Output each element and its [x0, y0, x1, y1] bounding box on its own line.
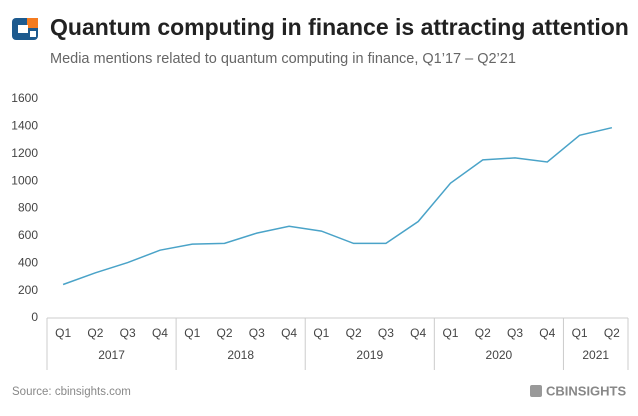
- brand: CBINSIGHTS: [546, 383, 627, 398]
- x-tick-label: Q4: [152, 326, 168, 340]
- y-tick-label: 1200: [11, 146, 38, 160]
- x-tick-label: Q4: [281, 326, 297, 340]
- x-tick-label: Q3: [249, 326, 265, 340]
- x-tick-label: Q2: [475, 326, 491, 340]
- y-tick-label: 400: [18, 255, 38, 269]
- x-tick-label: Q3: [507, 326, 523, 340]
- y-tick-label: 1400: [11, 119, 38, 133]
- x-group-label: 2021: [582, 348, 609, 362]
- x-tick-label: Q2: [217, 326, 233, 340]
- x-tick-label: Q1: [442, 326, 458, 340]
- y-tick-label: 200: [18, 283, 38, 297]
- brand-icon: [530, 385, 542, 397]
- x-group-label: 2019: [356, 348, 383, 362]
- x-tick-label: Q1: [184, 326, 200, 340]
- x-tick-label: Q3: [120, 326, 136, 340]
- x-tick-label: Q2: [87, 326, 103, 340]
- x-tick-label: Q4: [539, 326, 555, 340]
- y-tick-label: 1000: [11, 173, 38, 187]
- x-tick-label: Q2: [346, 326, 362, 340]
- x-group-label: 2018: [227, 348, 254, 362]
- x-tick-label: Q2: [604, 326, 620, 340]
- x-tick-label: Q1: [55, 326, 71, 340]
- x-tick-label: Q1: [572, 326, 588, 340]
- x-group-label: 2017: [98, 348, 125, 362]
- x-group-label: 2020: [486, 348, 513, 362]
- x-tick-label: Q3: [378, 326, 394, 340]
- chart-subtitle: Media mentions related to quantum comput…: [50, 51, 516, 67]
- data-line: [62, 126, 613, 286]
- source: Source: cbinsights.com: [12, 386, 131, 398]
- y-tick-label: 600: [18, 228, 38, 242]
- y-tick-label: 800: [18, 201, 38, 215]
- chart-title: Quantum computing in finance is attracti…: [50, 14, 629, 40]
- y-tick-label: 0: [31, 310, 38, 324]
- y-tick-label: 1600: [11, 91, 38, 105]
- x-tick-label: Q1: [313, 326, 329, 340]
- x-tick-label: Q4: [410, 326, 426, 340]
- logo: [12, 18, 38, 40]
